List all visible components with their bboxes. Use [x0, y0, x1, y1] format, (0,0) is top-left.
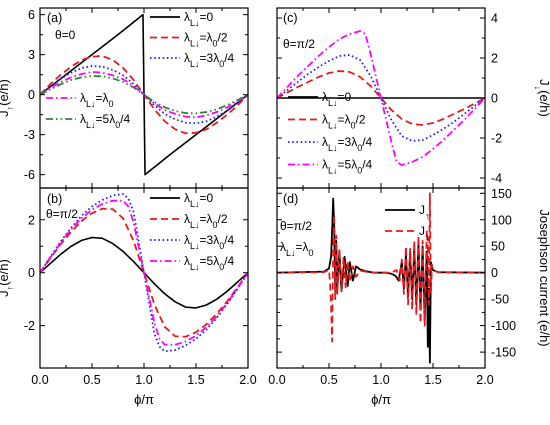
y-tick-label: -4 [491, 172, 502, 186]
panel-annotation: θ=π/2 [283, 37, 315, 51]
y-tick-label: -6 [24, 168, 35, 182]
series-line-4 [40, 199, 248, 346]
panel-d: 0.0 0.5 1.0 1.5 2.0 -150 -100 -50 0 50 100 150 Josep… [268, 187, 550, 407]
legend: J↑ J↓ [385, 203, 430, 242]
x-tick-label: 0.5 [83, 373, 100, 387]
panel-label: (b) [47, 192, 62, 206]
y-axis-label: J↓(e/h) [533, 79, 550, 117]
x-tick-label: 2.0 [476, 373, 493, 387]
panel-label: (d) [283, 192, 298, 206]
y-tick-label: -2 [491, 132, 502, 146]
y-tick-label: 0 [491, 266, 498, 280]
legend-entry: λL↓=λ0/2 [184, 212, 228, 230]
series-line-4 [40, 71, 248, 119]
y-tick-label: 4 [491, 12, 498, 26]
panel-c: -4 -2 0 2 4 J↓(e/h) (c) θ=π/2 λL↓=0 λL↓=λ0/2 λL↓=3… [276, 7, 550, 189]
y-axis-label: J↑(e/h) [0, 79, 15, 117]
y-tick-label: 2 [28, 213, 35, 227]
x-tick-label: 0.5 [320, 373, 337, 387]
legend-entry: J↓ [419, 224, 430, 242]
legend-entry: λL↓=0 [322, 90, 352, 108]
x-tick-label: 1.0 [372, 373, 389, 387]
y-tick-label: 100 [491, 213, 512, 227]
y-tick-label: 3 [28, 48, 35, 62]
y-tick-label: 50 [491, 240, 505, 254]
y-axis-label: J↑(e/h) [0, 259, 15, 297]
series-line-3 [40, 65, 248, 125]
y-tick-label: 0 [491, 92, 498, 106]
panel-a: -6 -3 0 3 6 J↑(e/h) (a) θ=0 λL↓=0 λL↓=λ0/2 λL↓=3λ0… [0, 7, 249, 189]
panel-label: (c) [283, 11, 298, 25]
series-line-2 [277, 192, 485, 343]
legend: λL↓=0 λL↓=λ0/2 λL↓=3λ0/4 λL↓=5λ0/4 [150, 191, 235, 272]
y-tick-label: 0 [28, 266, 35, 280]
y-tick-label: 6 [28, 8, 35, 22]
legend-entry: λL↓=0 [184, 191, 214, 209]
y-tick-label: -2 [24, 319, 35, 333]
x-axis-label: ϕ/π [371, 392, 391, 407]
x-tick-label: 2.0 [239, 373, 256, 387]
legend: λL↓=0 λL↓=λ0/2 λL↓=3λ0/4 [150, 10, 235, 69]
plot-frame [276, 187, 486, 369]
panel-annotation: λL↓=λ0 [280, 240, 314, 258]
series-line-2 [277, 70, 485, 126]
y-axis-label: Josephson current (e/h) [537, 209, 550, 346]
y-tick-label: -100 [491, 319, 516, 333]
legend-entry: λL↓=5λ0/4 [80, 112, 131, 130]
legend-entry: λL↓=λ0 [80, 91, 114, 109]
legend-entry: λL↓=3λ0/4 [184, 233, 235, 251]
panel-annotation: θ=0 [55, 28, 76, 42]
legend-entry: λL↓=5λ0/4 [184, 254, 235, 272]
panel-annotation: θ=π/2 [46, 207, 78, 221]
legend: λL↓=λ0 λL↓=5λ0/4 [46, 91, 131, 130]
x-tick-label: 1.5 [187, 373, 204, 387]
series-line-5 [40, 75, 248, 115]
y-tick-label: 0 [28, 88, 35, 102]
legend-entry: λL↓=0 [184, 10, 214, 28]
y-tick-label: -3 [24, 128, 35, 142]
legend: λL↓=0 λL↓=λ0/2 λL↓=3λ0/4 λL↓=5λ0/4 [288, 90, 373, 176]
legend-entry: λL↓=λ0/2 [184, 31, 228, 49]
x-tick-label: 0.0 [268, 373, 285, 387]
y-tick-label: 2 [491, 52, 498, 66]
legend-entry: J↑ [419, 203, 430, 221]
x-axis-label: ϕ/π [134, 392, 154, 407]
y-tick-label: -50 [491, 293, 509, 307]
series-line-3 [277, 54, 485, 142]
legend-entry: λL↓=3λ0/4 [322, 135, 373, 153]
x-tick-label: 0.0 [31, 373, 48, 387]
legend-entry: λL↓=λ0/2 [322, 113, 366, 131]
legend-entry: λL↓=5λ0/4 [322, 158, 373, 176]
x-tick-label: 1.5 [424, 373, 441, 387]
y-tick-label: -150 [491, 346, 516, 360]
panel-label: (a) [47, 11, 62, 25]
series-line-2 [40, 207, 248, 338]
panel-b: 0.0 0.5 1.0 1.5 2.0 -2 0 2 J↑(e/h) ϕ/π (b)θ=π/2 λL↓… [0, 187, 257, 407]
series-line-4 [277, 30, 485, 166]
y-tick-label: 150 [491, 187, 512, 201]
panel-annotation: θ=π/2 [280, 219, 312, 233]
legend-entry: λL↓=3λ0/4 [184, 51, 235, 69]
x-tick-label: 1.0 [135, 373, 152, 387]
